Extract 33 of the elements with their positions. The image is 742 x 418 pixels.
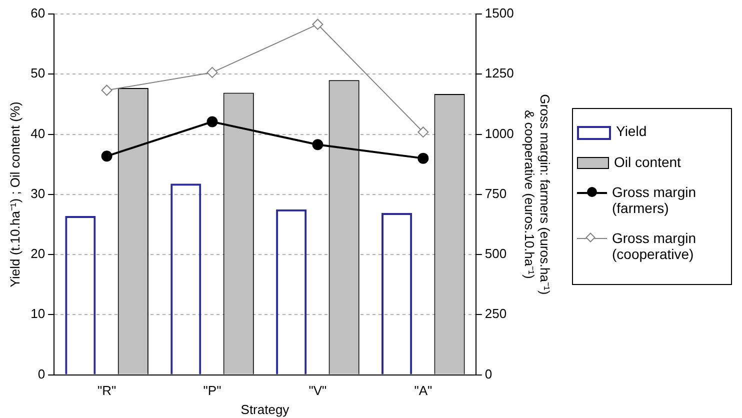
point <box>418 126 429 138</box>
y2-tick-label: 500 <box>484 246 507 262</box>
y-tick-label: 50 <box>30 66 46 81</box>
y-axis-title: Yield (t.10.ha⁻¹) ; Oil content (%) <box>7 102 22 288</box>
y2-tick-label: 1500 <box>484 6 514 21</box>
y-tick-label: 30 <box>30 186 46 201</box>
y-tick-label: 20 <box>30 246 46 262</box>
legend-label: Oil content <box>614 154 681 170</box>
y2-tick-label: 750 <box>484 186 507 201</box>
point <box>101 150 112 162</box>
point <box>312 139 324 150</box>
point <box>312 18 324 30</box>
point <box>206 66 218 78</box>
x-tick-label: "V" <box>308 383 328 398</box>
y-tick-label: 10 <box>30 306 46 322</box>
point <box>101 84 112 96</box>
legend-label: Gross margin (farmers) <box>612 184 698 216</box>
y2-tick-label: 1000 <box>484 126 514 141</box>
x-tick-label: "R" <box>97 383 116 398</box>
y-tick-label: 40 <box>30 126 46 141</box>
x-axis-title: Strategy <box>240 402 290 417</box>
point <box>418 152 429 164</box>
y2-axis-title: Gross margin: farmers (euros.ha⁻¹) & cooperative (euros.10.ha⁻¹) <box>522 94 553 295</box>
y2-tick-label: 0 <box>484 366 492 382</box>
legend-label: Gross margin (cooperative) <box>612 230 698 262</box>
x-tick-label: "P" <box>203 383 222 398</box>
y-tick-label: 0 <box>38 366 46 382</box>
y2-tick-label: 250 <box>484 306 507 322</box>
x-tick-label: "A" <box>414 383 432 398</box>
point <box>206 116 218 128</box>
y2-tick-label: 1250 <box>484 66 514 81</box>
legend-label: Yield <box>616 123 647 139</box>
y-tick-label: 60 <box>30 6 46 21</box>
